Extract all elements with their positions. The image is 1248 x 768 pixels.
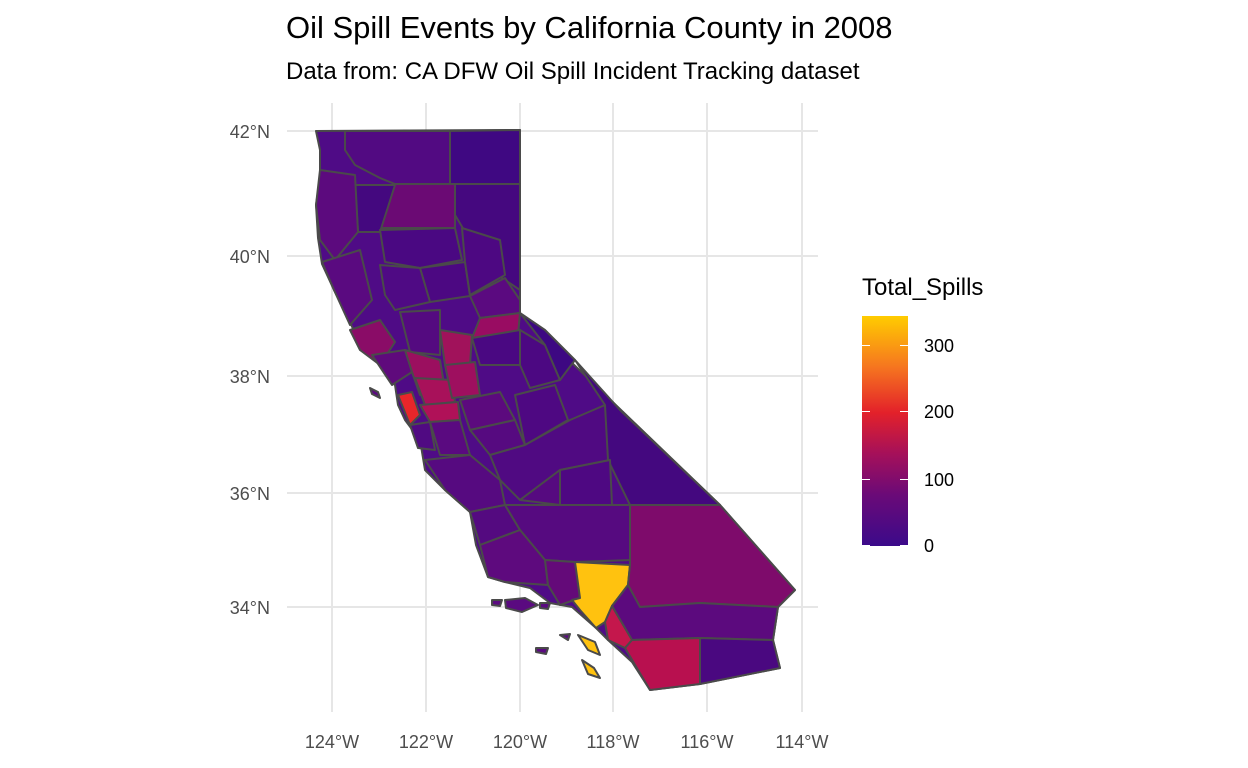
- lon-label-122: 122°W: [399, 732, 453, 752]
- island-san-clemente: [581, 659, 601, 679]
- lon-label-114: 114°W: [776, 732, 829, 752]
- legend-tick-mark-200r: [900, 411, 908, 412]
- county-imperial: [699, 637, 781, 685]
- island-san-nicolas: [535, 647, 549, 655]
- island-santa-barbara: [559, 633, 571, 641]
- county-mono: [519, 312, 576, 381]
- lat-label-42: 42°N: [230, 122, 270, 142]
- county-plumas: [461, 227, 506, 296]
- lat-label-36: 36°N: [230, 484, 270, 504]
- county-kings: [519, 469, 561, 506]
- legend-tick-mark-100: [862, 479, 870, 480]
- county-san-bernardino: [627, 504, 796, 608]
- county-san-mateo: [409, 421, 436, 451]
- island-channel-3: [539, 602, 551, 610]
- counties: [315, 129, 796, 691]
- county-mendocino: [321, 249, 373, 326]
- lat-label-38: 38°N: [230, 367, 270, 387]
- county-placer: [469, 277, 521, 319]
- legend-tick-mark-200: [862, 411, 870, 412]
- island-channel-1: [491, 599, 503, 607]
- island-channel-2: [504, 597, 539, 613]
- legend-tick-300: 300: [924, 336, 955, 356]
- county-san-joaquin: [444, 361, 481, 399]
- county-yolo: [399, 309, 441, 356]
- lon-label-118: 118°W: [587, 732, 640, 752]
- map-subtitle: Data from: CA DFW Oil Spill Incident Tra…: [286, 58, 860, 85]
- legend-colorbar: [862, 316, 908, 546]
- legend-tick-mark-0r: [900, 545, 908, 546]
- legend-tick-100: 100: [924, 470, 955, 490]
- legend-title: Total_Spills: [862, 274, 984, 301]
- county-glenn: [379, 264, 431, 311]
- county-modoc: [449, 129, 521, 185]
- county-siskiyou: [344, 130, 451, 185]
- lon-label-120: 120°W: [493, 732, 547, 752]
- county-marin: [397, 391, 421, 426]
- island-catalina: [577, 634, 601, 656]
- legend-tick-mark-300r: [900, 345, 908, 346]
- lat-label-40: 40°N: [230, 247, 270, 267]
- legend-tick-mark-0: [862, 545, 870, 546]
- county-ventura: [544, 559, 581, 606]
- lon-label-124: 124°W: [305, 732, 359, 752]
- map-title: Oil Spill Events by California County in…: [286, 10, 893, 45]
- legend-tick-mark-100r: [900, 479, 908, 480]
- county-tuolumne: [519, 329, 561, 389]
- legend-tick-mark-300: [862, 345, 870, 346]
- county-san-diego: [624, 637, 701, 691]
- lon-label-116: 116°W: [681, 732, 734, 752]
- legend-tick-200: 200: [924, 402, 955, 422]
- county-tehama: [379, 227, 463, 269]
- county-sacramento: [439, 329, 473, 366]
- island-farallon: [369, 387, 381, 399]
- lat-label-34: 34°N: [230, 598, 270, 618]
- legend-tick-0: 0: [924, 536, 935, 556]
